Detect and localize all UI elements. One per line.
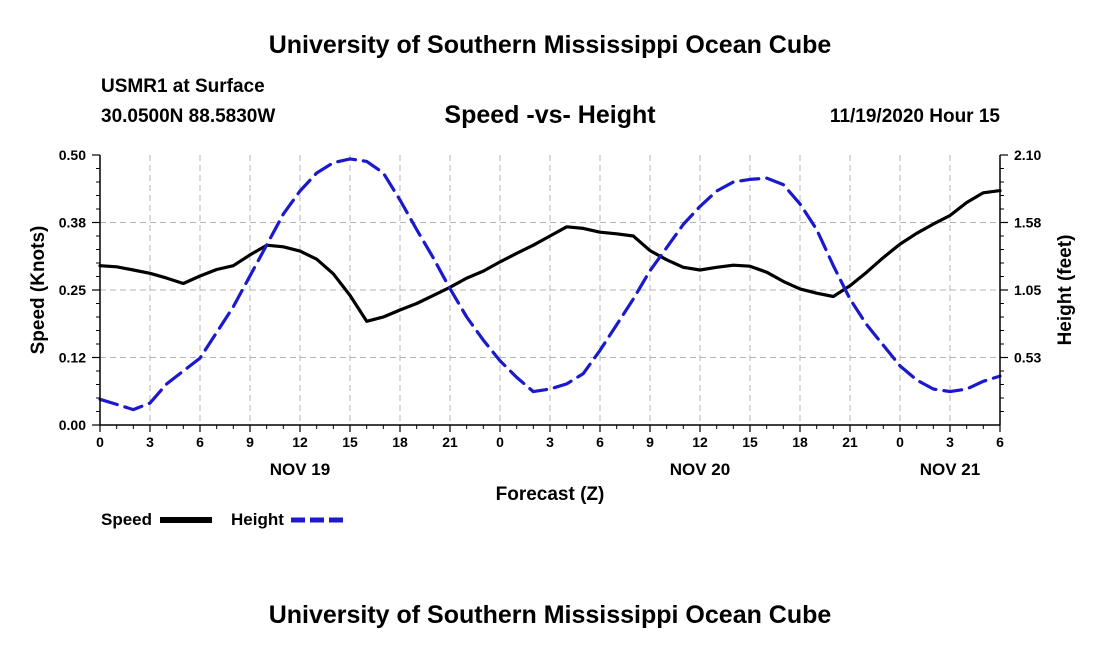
- x-tick-label: 0: [96, 434, 104, 450]
- x-tick-label: 6: [196, 434, 204, 450]
- y2-tick-label: 1.05: [1014, 282, 1041, 298]
- axis-layer: 0 3 6 9 12 15 18 21 0 3 6 9 12 15 18 21 0 3 6 0.00 0.12 0.25 0…: [59, 147, 1042, 479]
- x-tick-label: 12: [292, 434, 308, 450]
- y2-tick-label: 2.10: [1014, 147, 1041, 163]
- x-tick-label: 6: [596, 434, 604, 450]
- y2-tick-label: 1.58: [1014, 215, 1041, 231]
- day-label: NOV 19: [270, 460, 330, 479]
- x-tick-label: 9: [246, 434, 254, 450]
- y2-tick-label: 0.53: [1014, 350, 1041, 366]
- x-axis-label: Forecast (Z): [496, 484, 605, 505]
- x-tick-label: 0: [896, 434, 904, 450]
- x-tick-label: 18: [792, 434, 808, 450]
- x-tick-label: 3: [146, 434, 154, 450]
- legend-height-swatch: [291, 517, 343, 523]
- grid-layer: [100, 155, 1000, 425]
- station-label: USMR1 at Surface: [101, 76, 265, 97]
- legend-speed-swatch: [160, 517, 212, 523]
- x-tick-label: 18: [392, 434, 408, 450]
- x-tick-label: 12: [692, 434, 708, 450]
- x-tick-label: 21: [442, 434, 458, 450]
- day-label: NOV 20: [670, 460, 730, 479]
- y-axis-label: Speed (Knots): [28, 226, 49, 355]
- coordinates-label: 30.0500N 88.5830W: [101, 106, 276, 127]
- chart-title: Speed -vs- Height: [444, 101, 656, 129]
- y2-axis-label: Height (feet): [1055, 235, 1076, 346]
- day-label: NOV 21: [920, 460, 980, 479]
- x-tick-label: 15: [342, 434, 358, 450]
- legend-height-label: Height: [231, 510, 284, 529]
- x-tick-label: 21: [842, 434, 858, 450]
- y-tick-label: 0.12: [59, 350, 86, 366]
- y-tick-label: 0.50: [59, 147, 86, 163]
- speed-series-line: [98, 189, 1002, 323]
- x-tick-label: 0: [496, 434, 504, 450]
- x-tick-label: 15: [742, 434, 758, 450]
- y-tick-label: 0.25: [59, 282, 86, 298]
- footer-title: University of Southern Mississippi Ocean…: [268, 601, 832, 629]
- x-tick-label: 3: [946, 434, 954, 450]
- main-title: University of Southern Mississippi Ocean…: [268, 31, 832, 59]
- x-tick-label: 9: [646, 434, 654, 450]
- legend-speed-label: Speed: [101, 510, 153, 529]
- x-tick-label: 3: [546, 434, 554, 450]
- y-tick-label: 0.00: [59, 417, 86, 433]
- series-layer: [98, 157, 1002, 412]
- date-hour-label: 11/19/2020 Hour 15: [829, 106, 1000, 127]
- x-tick-label: 6: [996, 434, 1004, 450]
- y-tick-label: 0.38: [59, 215, 86, 231]
- height-series-line: [98, 157, 1002, 412]
